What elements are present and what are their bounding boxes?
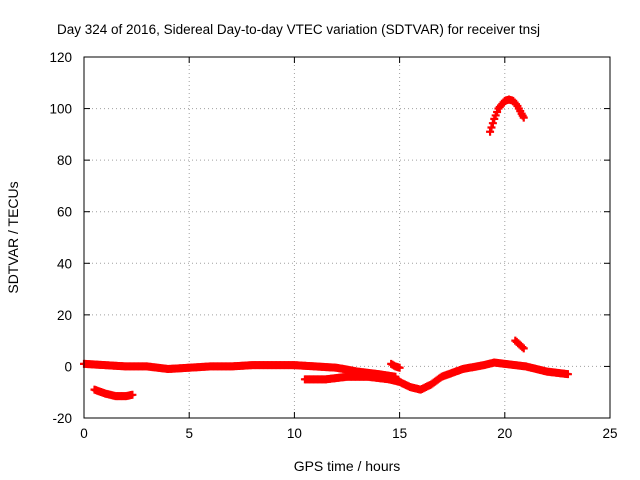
data-point bbox=[519, 113, 528, 122]
data-points bbox=[80, 95, 572, 401]
data-point bbox=[518, 343, 527, 352]
series-lower-band bbox=[300, 358, 572, 394]
y-tick-label: 100 bbox=[49, 102, 72, 117]
data-point bbox=[563, 370, 572, 379]
chart-title: Day 324 of 2016, Sidereal Day-to-day VTE… bbox=[57, 22, 540, 37]
x-tick-label: 25 bbox=[602, 426, 617, 441]
y-tick-label: 120 bbox=[49, 50, 72, 65]
x-tick-label: 10 bbox=[287, 426, 302, 441]
series-rising-segment bbox=[511, 336, 528, 353]
plot-frame bbox=[83, 56, 611, 419]
x-tick-label: 5 bbox=[185, 426, 193, 441]
y-tick-label: 60 bbox=[57, 205, 72, 220]
data-point bbox=[486, 127, 495, 136]
y-tick-label: -20 bbox=[52, 411, 72, 426]
y-axis-label: SDTVAR / TECUs bbox=[5, 181, 21, 293]
y-tick-label: 0 bbox=[64, 359, 72, 374]
series-short-segment bbox=[387, 359, 404, 372]
series-low-arc bbox=[90, 385, 137, 401]
data-point bbox=[487, 123, 496, 132]
y-tick-label: 80 bbox=[57, 153, 72, 168]
series-high-arc bbox=[486, 95, 528, 136]
data-point bbox=[395, 363, 404, 372]
y-tick-label: 20 bbox=[57, 308, 72, 323]
data-point bbox=[128, 390, 137, 399]
series-main-band bbox=[80, 359, 400, 381]
x-tick-label: 20 bbox=[497, 426, 512, 441]
data-point bbox=[519, 344, 528, 353]
grid-lines bbox=[84, 57, 610, 418]
x-tick-labels: 0 5 10 15 20 25 bbox=[80, 426, 617, 441]
data-point bbox=[488, 119, 497, 128]
x-tick-label: 0 bbox=[80, 426, 88, 441]
y-tick-label: 40 bbox=[57, 256, 72, 271]
x-tick-label: 15 bbox=[392, 426, 407, 441]
x-axis-label: GPS time / hours bbox=[294, 458, 401, 474]
y-tick-labels: -20 0 20 40 60 80 100 120 bbox=[49, 50, 72, 426]
